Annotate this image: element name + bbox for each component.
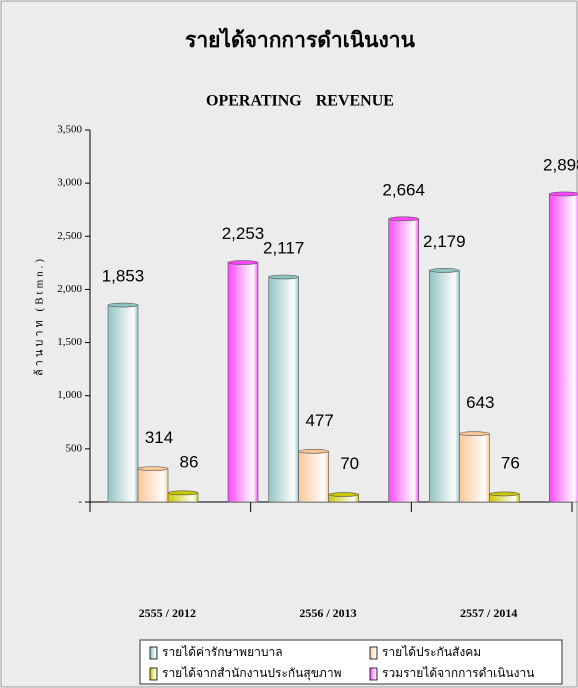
legend-label: รายได้ค่ารักษาพยาบาล xyxy=(162,645,283,659)
bar-cap xyxy=(328,492,359,497)
x-tick-label: 2555 / 2012 xyxy=(139,606,196,620)
y-tick-label: 3,000 xyxy=(57,177,82,189)
legend-swatch xyxy=(369,646,378,660)
bar-cap xyxy=(268,274,299,280)
data-label: 2,898 xyxy=(543,155,578,174)
bar-cap xyxy=(137,466,169,471)
legend-swatch xyxy=(369,667,378,681)
bar xyxy=(388,218,419,503)
bar xyxy=(298,451,329,503)
data-label: 1,853 xyxy=(102,267,145,286)
bar-cap xyxy=(167,490,199,496)
bar xyxy=(549,193,578,503)
legend-label: รวมรายได้จากการดำเนินงาน xyxy=(382,666,534,680)
bar-cap xyxy=(429,268,460,273)
data-label: 76 xyxy=(501,453,520,472)
data-label: 2,664 xyxy=(382,180,425,199)
bar-cap xyxy=(489,491,520,497)
data-label: 2,117 xyxy=(263,238,304,257)
y-tick-label: 2,500 xyxy=(57,230,82,242)
data-label: 86 xyxy=(180,452,199,471)
x-tick-label: 2557 / 2014 xyxy=(460,606,517,620)
data-label: 70 xyxy=(340,454,359,473)
data-label: 643 xyxy=(466,393,494,412)
y-tick-label: - xyxy=(78,496,82,508)
data-label: 2,179 xyxy=(423,232,466,251)
legend-swatch xyxy=(149,667,158,681)
bar-cap xyxy=(298,449,329,454)
data-label: 314 xyxy=(145,428,173,447)
bar xyxy=(227,262,259,503)
legend-label: รายได้จากสำนักงานประกันสุขภาพ xyxy=(162,666,342,681)
x-tick-label: 2556 / 2013 xyxy=(299,606,356,620)
bar xyxy=(429,270,460,503)
bar-cap xyxy=(107,302,139,308)
y-tick-label: 500 xyxy=(66,442,83,454)
data-label: 2,253 xyxy=(222,224,265,243)
bar xyxy=(268,276,299,503)
bar xyxy=(107,304,139,503)
data-label: 477 xyxy=(305,411,333,430)
bar-cap xyxy=(227,260,259,265)
bar xyxy=(137,468,169,503)
chart-title: รายได้จากการดำเนินงาน xyxy=(185,27,416,52)
y-tick-label: 1,500 xyxy=(57,336,82,348)
y-tick-label: 1,000 xyxy=(57,389,82,401)
legend xyxy=(139,639,563,685)
bar xyxy=(459,433,490,503)
legend-swatch xyxy=(149,646,158,660)
y-axis-label: ล้านบาท (Btmn.) xyxy=(34,256,46,376)
bar-cap xyxy=(459,431,490,436)
y-tick-label: 2,000 xyxy=(57,283,82,295)
y-tick-label: 3,500 xyxy=(57,124,82,136)
chart-subtitle: OPERATING REVENUE xyxy=(206,93,394,110)
bar-cap xyxy=(549,191,578,197)
bar-cap xyxy=(388,216,419,222)
legend-label: รายได้ประกันสังคม xyxy=(382,645,481,659)
